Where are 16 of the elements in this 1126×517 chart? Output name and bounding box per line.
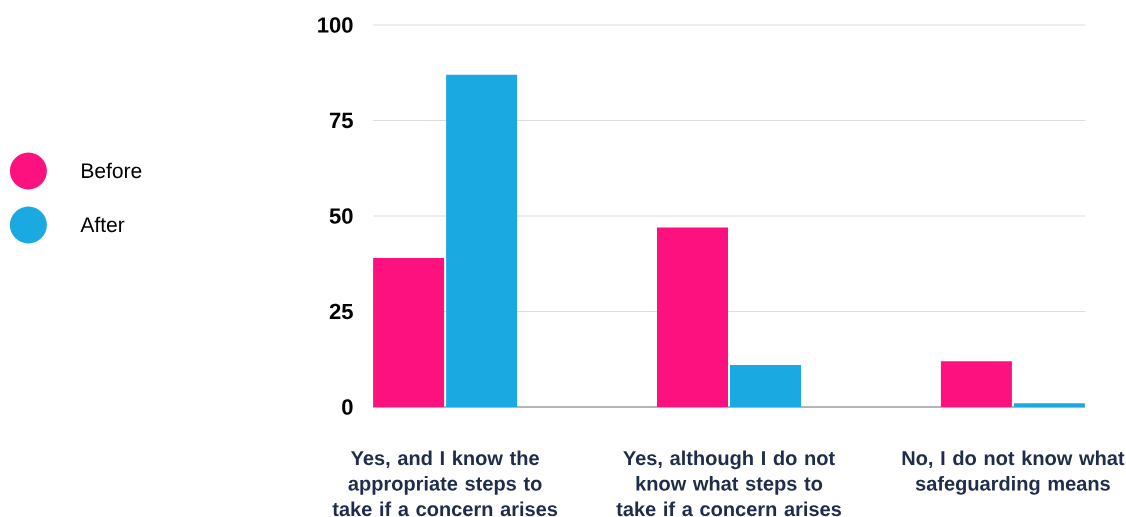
bar [373,258,445,407]
y-tick-label: 0 [342,399,353,415]
bar [940,361,1012,407]
bar [446,74,518,407]
legend-label: After [80,216,125,233]
legend-label: Before [82,162,142,179]
y-tick-label: 100 [318,17,353,33]
x-tick-label: Yes, and I know the appropriate steps to take if a concern arises [332,450,558,517]
y-tick-label: 75 [329,112,353,129]
bar [1013,403,1085,407]
bar [730,364,801,407]
x-tick-label: No, I do not know what safeguarding means [902,450,1125,495]
x-tick-label: Yes, although I do not know what steps to take if a concern arises [616,450,841,517]
y-tick-label: 25 [329,303,353,320]
bar [657,227,728,407]
y-tick-label: 50 [329,208,353,224]
